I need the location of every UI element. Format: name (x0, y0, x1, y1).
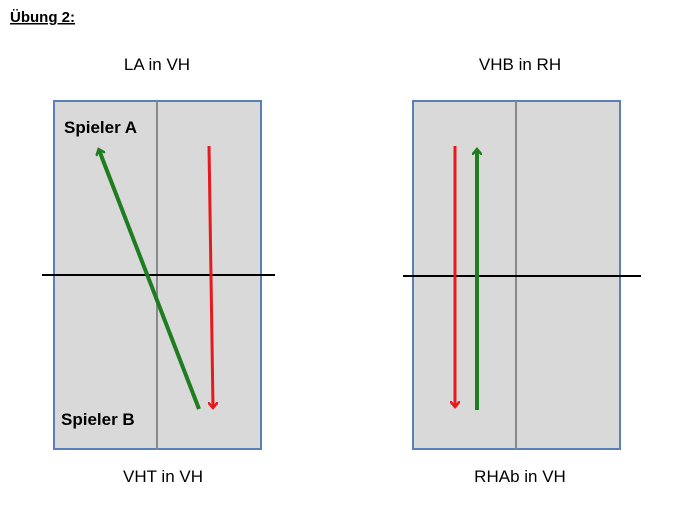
green-arrow (99, 150, 201, 410)
top-label: VHB in RH (479, 55, 561, 74)
bottom-label: RHAb in VH (474, 467, 566, 486)
player-label: Spieler A (64, 118, 137, 137)
top-label: LA in VH (124, 55, 190, 74)
bottom-label: VHT in VH (123, 467, 203, 486)
title: Übung 2: (10, 9, 75, 26)
red-arrow (207, 145, 213, 407)
player-label: Spieler B (61, 410, 135, 429)
